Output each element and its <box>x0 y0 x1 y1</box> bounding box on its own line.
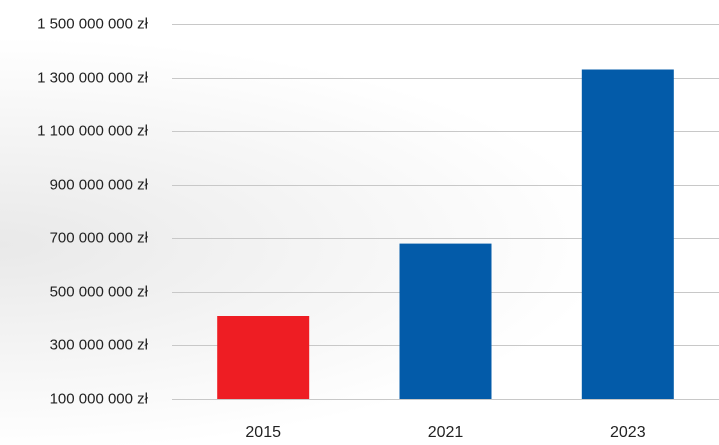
y-tick-label: 1 300 000 000 zł <box>37 69 149 86</box>
y-tick-label: 1 100 000 000 zł <box>37 122 149 139</box>
x-category-label: 2021 <box>428 424 464 441</box>
x-category-label: 2015 <box>245 424 281 441</box>
y-tick-label: 100 000 000 zł <box>50 390 149 407</box>
bar-2021 <box>399 243 492 399</box>
bars <box>217 69 674 399</box>
x-axis-category-labels: 2015 2021 2023 <box>245 424 645 441</box>
y-tick-label: 300 000 000 zł <box>50 336 149 353</box>
y-tick-label: 1 500 000 000 zł <box>37 15 149 32</box>
bar-2015 <box>217 316 310 399</box>
y-tick-label: 900 000 000 zł <box>50 176 149 193</box>
x-category-label: 2023 <box>610 424 646 441</box>
y-axis-tick-labels: 100 000 000 zł 300 000 000 zł 500 000 000 … <box>37 15 149 407</box>
y-tick-label: 700 000 000 zł <box>50 229 149 246</box>
y-tick-label: 500 000 000 zł <box>50 283 149 300</box>
bar-2023 <box>581 69 674 399</box>
